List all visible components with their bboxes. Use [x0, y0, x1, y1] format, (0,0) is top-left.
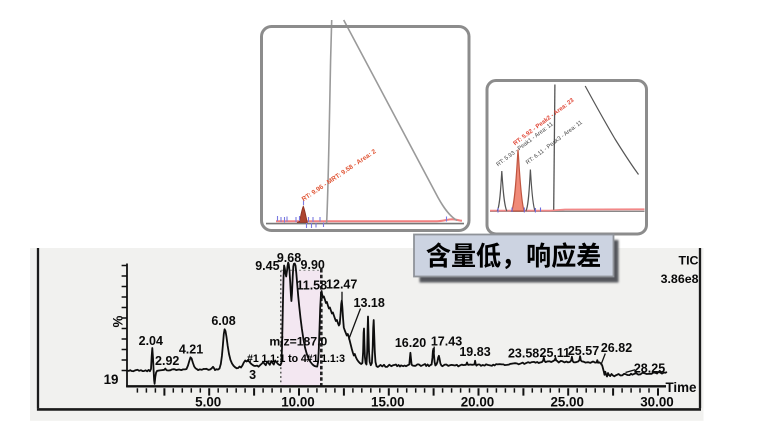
svg-text:19: 19 — [104, 372, 119, 387]
svg-text:3: 3 — [249, 368, 256, 382]
svg-text:TIC: TIC — [679, 253, 699, 267]
svg-text:19.83: 19.83 — [459, 345, 490, 359]
svg-text:9.90: 9.90 — [301, 258, 325, 272]
svg-text:15.00: 15.00 — [371, 395, 405, 410]
svg-text:2.92: 2.92 — [155, 354, 179, 368]
svg-text:#1 1.1:1 to 4#1 1.1:3: #1 1.1:1 to 4#1 1.1:3 — [247, 353, 345, 365]
svg-text:17.43: 17.43 — [431, 334, 462, 348]
svg-text:13.18: 13.18 — [354, 296, 385, 310]
svg-text:%: % — [110, 315, 125, 327]
svg-text:25.11: 25.11 — [540, 346, 571, 360]
svg-text:12.47: 12.47 — [326, 278, 357, 292]
svg-text:5.00: 5.00 — [195, 395, 221, 410]
svg-text:Time: Time — [665, 380, 696, 395]
svg-text:10.00: 10.00 — [281, 395, 315, 410]
svg-text:25.00: 25.00 — [550, 395, 584, 410]
svg-text:16.20: 16.20 — [395, 336, 426, 350]
svg-text:m/z=187.0: m/z=187.0 — [269, 334, 327, 348]
svg-text:28.25: 28.25 — [634, 361, 665, 375]
svg-text:9.45: 9.45 — [255, 259, 279, 273]
svg-text:25.57: 25.57 — [568, 344, 599, 358]
svg-text:11.58: 11.58 — [297, 279, 328, 293]
svg-text:23.58: 23.58 — [508, 346, 539, 360]
svg-text:6.08: 6.08 — [211, 314, 235, 328]
svg-text:3.86e8: 3.86e8 — [661, 272, 699, 286]
svg-text:30.00: 30.00 — [640, 395, 674, 410]
svg-text:2.04: 2.04 — [139, 334, 163, 348]
svg-text:9.68: 9.68 — [277, 251, 301, 265]
svg-text:4.21: 4.21 — [179, 342, 203, 356]
svg-text:26.82: 26.82 — [601, 341, 632, 355]
svg-text:20.00: 20.00 — [461, 395, 495, 410]
